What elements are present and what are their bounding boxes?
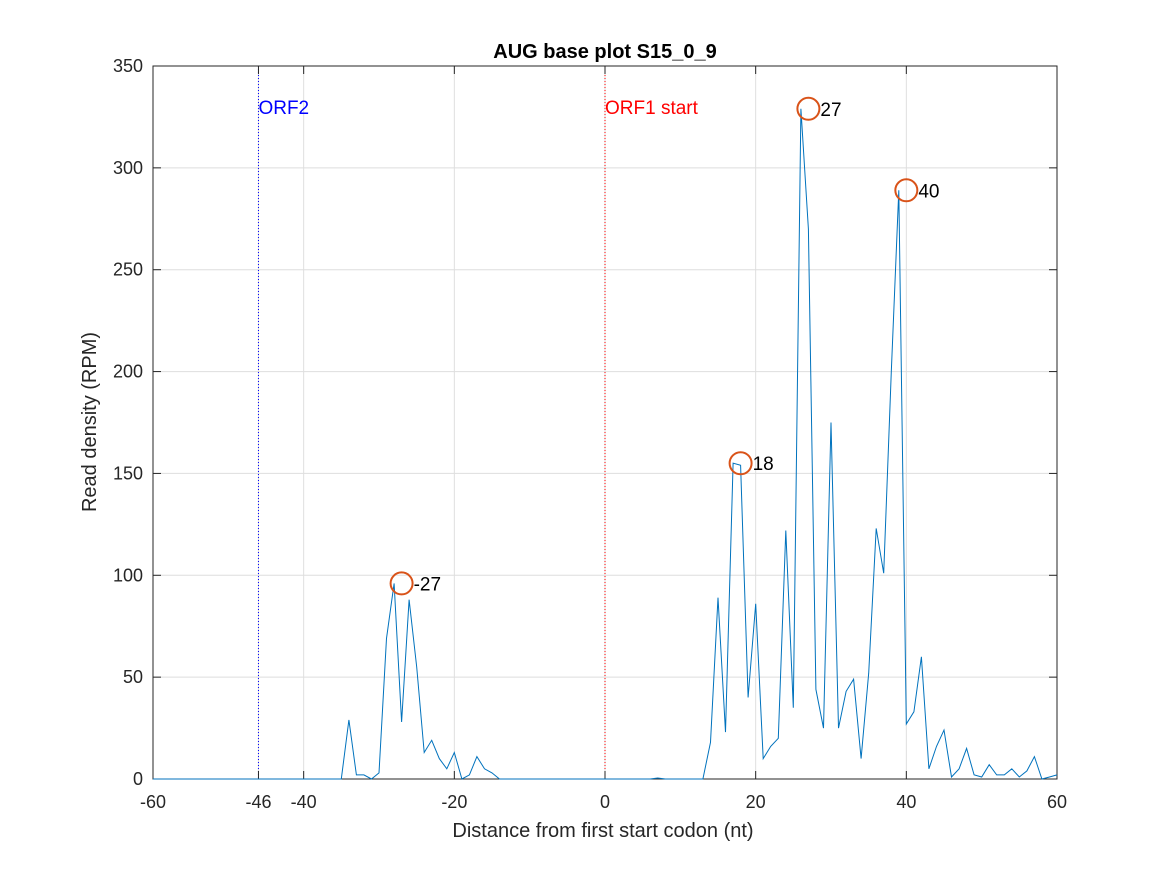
- peak-label: 40: [918, 181, 939, 202]
- y-axis-label: Read density (RPM): [79, 332, 101, 512]
- x-tick-label: 40: [896, 792, 916, 812]
- y-tick-label: 250: [113, 260, 143, 280]
- grid: [153, 66, 1057, 779]
- peak-marker: [728, 451, 753, 476]
- vertical-marker-label: ORF2: [258, 98, 309, 119]
- y-tick-label: 150: [113, 463, 143, 483]
- x-tick-label: 0: [600, 792, 610, 812]
- vertical-markers: ORF2 ORF1 start: [257, 66, 699, 779]
- peak-marker: [796, 96, 821, 121]
- vertical-marker-label: ORF1 start: [605, 98, 699, 119]
- y-tick-label: 50: [123, 667, 143, 687]
- peak-label: 27: [820, 100, 841, 121]
- x-tick-label: -20: [441, 792, 467, 812]
- peak-marker: [894, 178, 919, 203]
- peak-marker: [389, 571, 414, 596]
- chart-title: AUG base plot S15_0_9: [493, 41, 716, 63]
- y-tick-label: 200: [113, 362, 143, 382]
- x-tick-label: 60: [1047, 792, 1067, 812]
- y-ticks: 0 50 100 150 200 250 300 350: [113, 56, 1057, 789]
- peak-markers: -27 18 27 40: [389, 96, 939, 596]
- peak-label: -27: [414, 574, 441, 595]
- y-tick-label: 0: [133, 769, 143, 789]
- x-tick-label: -46: [245, 792, 271, 812]
- series-line: [153, 108, 1058, 780]
- peak-label: 18: [753, 454, 774, 475]
- y-tick-label: 300: [113, 158, 143, 178]
- x-ticks: -60 -46 -40 -20 0 20 40 60: [140, 66, 1067, 812]
- x-tick-label: 20: [746, 792, 766, 812]
- y-tick-label: 100: [113, 565, 143, 585]
- x-tick-label: -40: [291, 792, 317, 812]
- x-tick-label: -60: [140, 792, 166, 812]
- x-axis-label: Distance from first start codon (nt): [452, 820, 753, 842]
- y-tick-label: 350: [113, 56, 143, 76]
